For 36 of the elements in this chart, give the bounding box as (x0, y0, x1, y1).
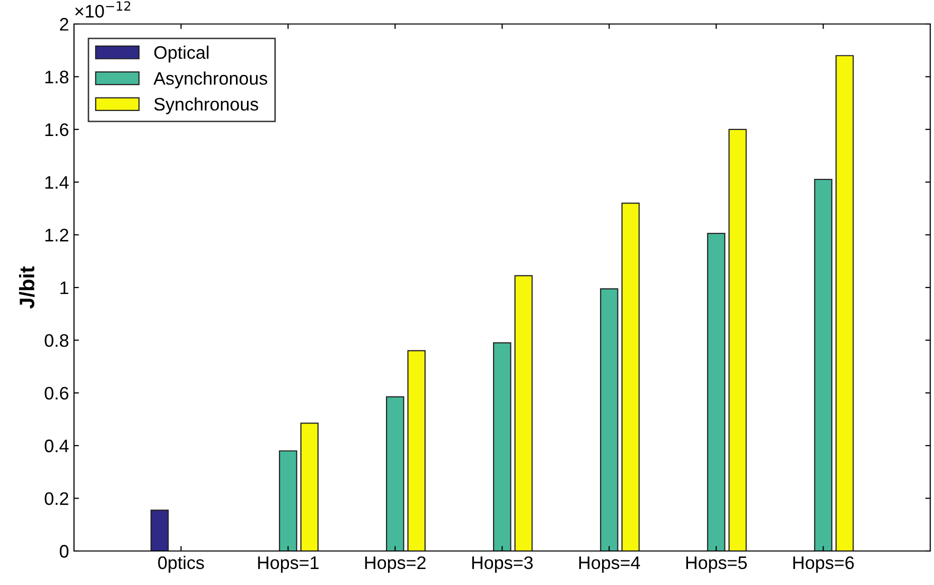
bar (621, 202, 640, 551)
bar (707, 232, 726, 551)
x-tick-label: 0ptics (158, 556, 204, 573)
x-tick-label: Hops=6 (793, 556, 854, 573)
bar (836, 55, 854, 551)
bar (278, 450, 298, 551)
x-tick-label: Hops=2 (365, 556, 426, 573)
bar (407, 350, 426, 551)
x-tick-label: Hops=5 (686, 556, 747, 573)
bar (150, 510, 169, 551)
y-tick-label: 1.4 (45, 176, 69, 189)
text: ×10$^{−12}$ (75, 1, 130, 18)
bar (300, 422, 319, 551)
bar (814, 178, 832, 551)
y-tick-label: 0 (60, 544, 68, 558)
bar (386, 396, 404, 551)
bar (493, 342, 512, 551)
x-tick-label: Hops=3 (472, 556, 533, 573)
legend-label: Optical (154, 46, 208, 62)
bar (514, 275, 533, 551)
y-tick-label: 0.6 (44, 386, 68, 400)
y-tick-label: 0.8 (44, 334, 68, 347)
y-tick-label: 1 (60, 282, 68, 294)
legend-label: Asynchronous (153, 72, 268, 88)
x-tick-label: Hops=4 (579, 556, 640, 573)
y-axis-title: J/bit (19, 266, 35, 309)
y-tick-label: 1.2 (45, 228, 68, 242)
y-tick-label: 0.2 (44, 492, 68, 506)
y-tick-label: 2 (60, 18, 68, 31)
y-tick-label: 1.8 (45, 70, 68, 84)
legend-label: Synchronous (154, 97, 258, 114)
y-tick-label: 1.6 (45, 123, 68, 136)
bar (600, 288, 618, 551)
x-tick-label: Hops=1 (258, 556, 319, 573)
y-tick-label: 0.4 (44, 440, 69, 452)
bar (728, 128, 747, 551)
